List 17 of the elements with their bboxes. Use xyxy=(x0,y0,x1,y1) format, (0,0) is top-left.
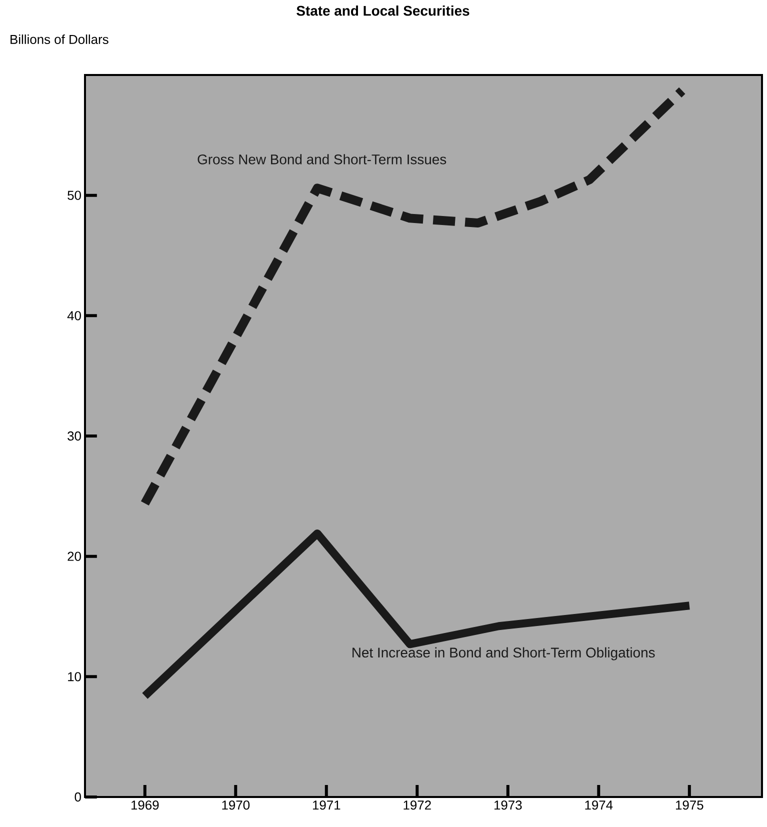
x-tick-label: 1971 xyxy=(312,800,340,810)
y-tick-label: 20 xyxy=(68,552,81,561)
x-tick-label: 1975 xyxy=(676,800,704,810)
y-tick-label: 40 xyxy=(67,311,81,320)
y-tick-label: 0 xyxy=(74,792,81,802)
x-tick-label: 1973 xyxy=(494,800,522,810)
chart-title: State and Local Securities xyxy=(296,6,470,16)
x-tick-label: 1972 xyxy=(404,800,431,810)
y-tick-label: 10 xyxy=(68,672,81,682)
text: Net Increase in Bond and Short-Term Obligations xyxy=(352,647,655,660)
x-tick-label: 1970 xyxy=(222,800,250,810)
x-tick-label: 1969 xyxy=(131,800,159,810)
y-tick-label: 50 xyxy=(68,190,81,200)
y-axis-title: Billions of Dollars xyxy=(10,34,108,44)
x-tick-label: 1974 xyxy=(585,800,613,810)
y-tick-label: 30 xyxy=(68,431,81,441)
text: Gross New Bond and Short-Term Issues xyxy=(198,154,446,164)
